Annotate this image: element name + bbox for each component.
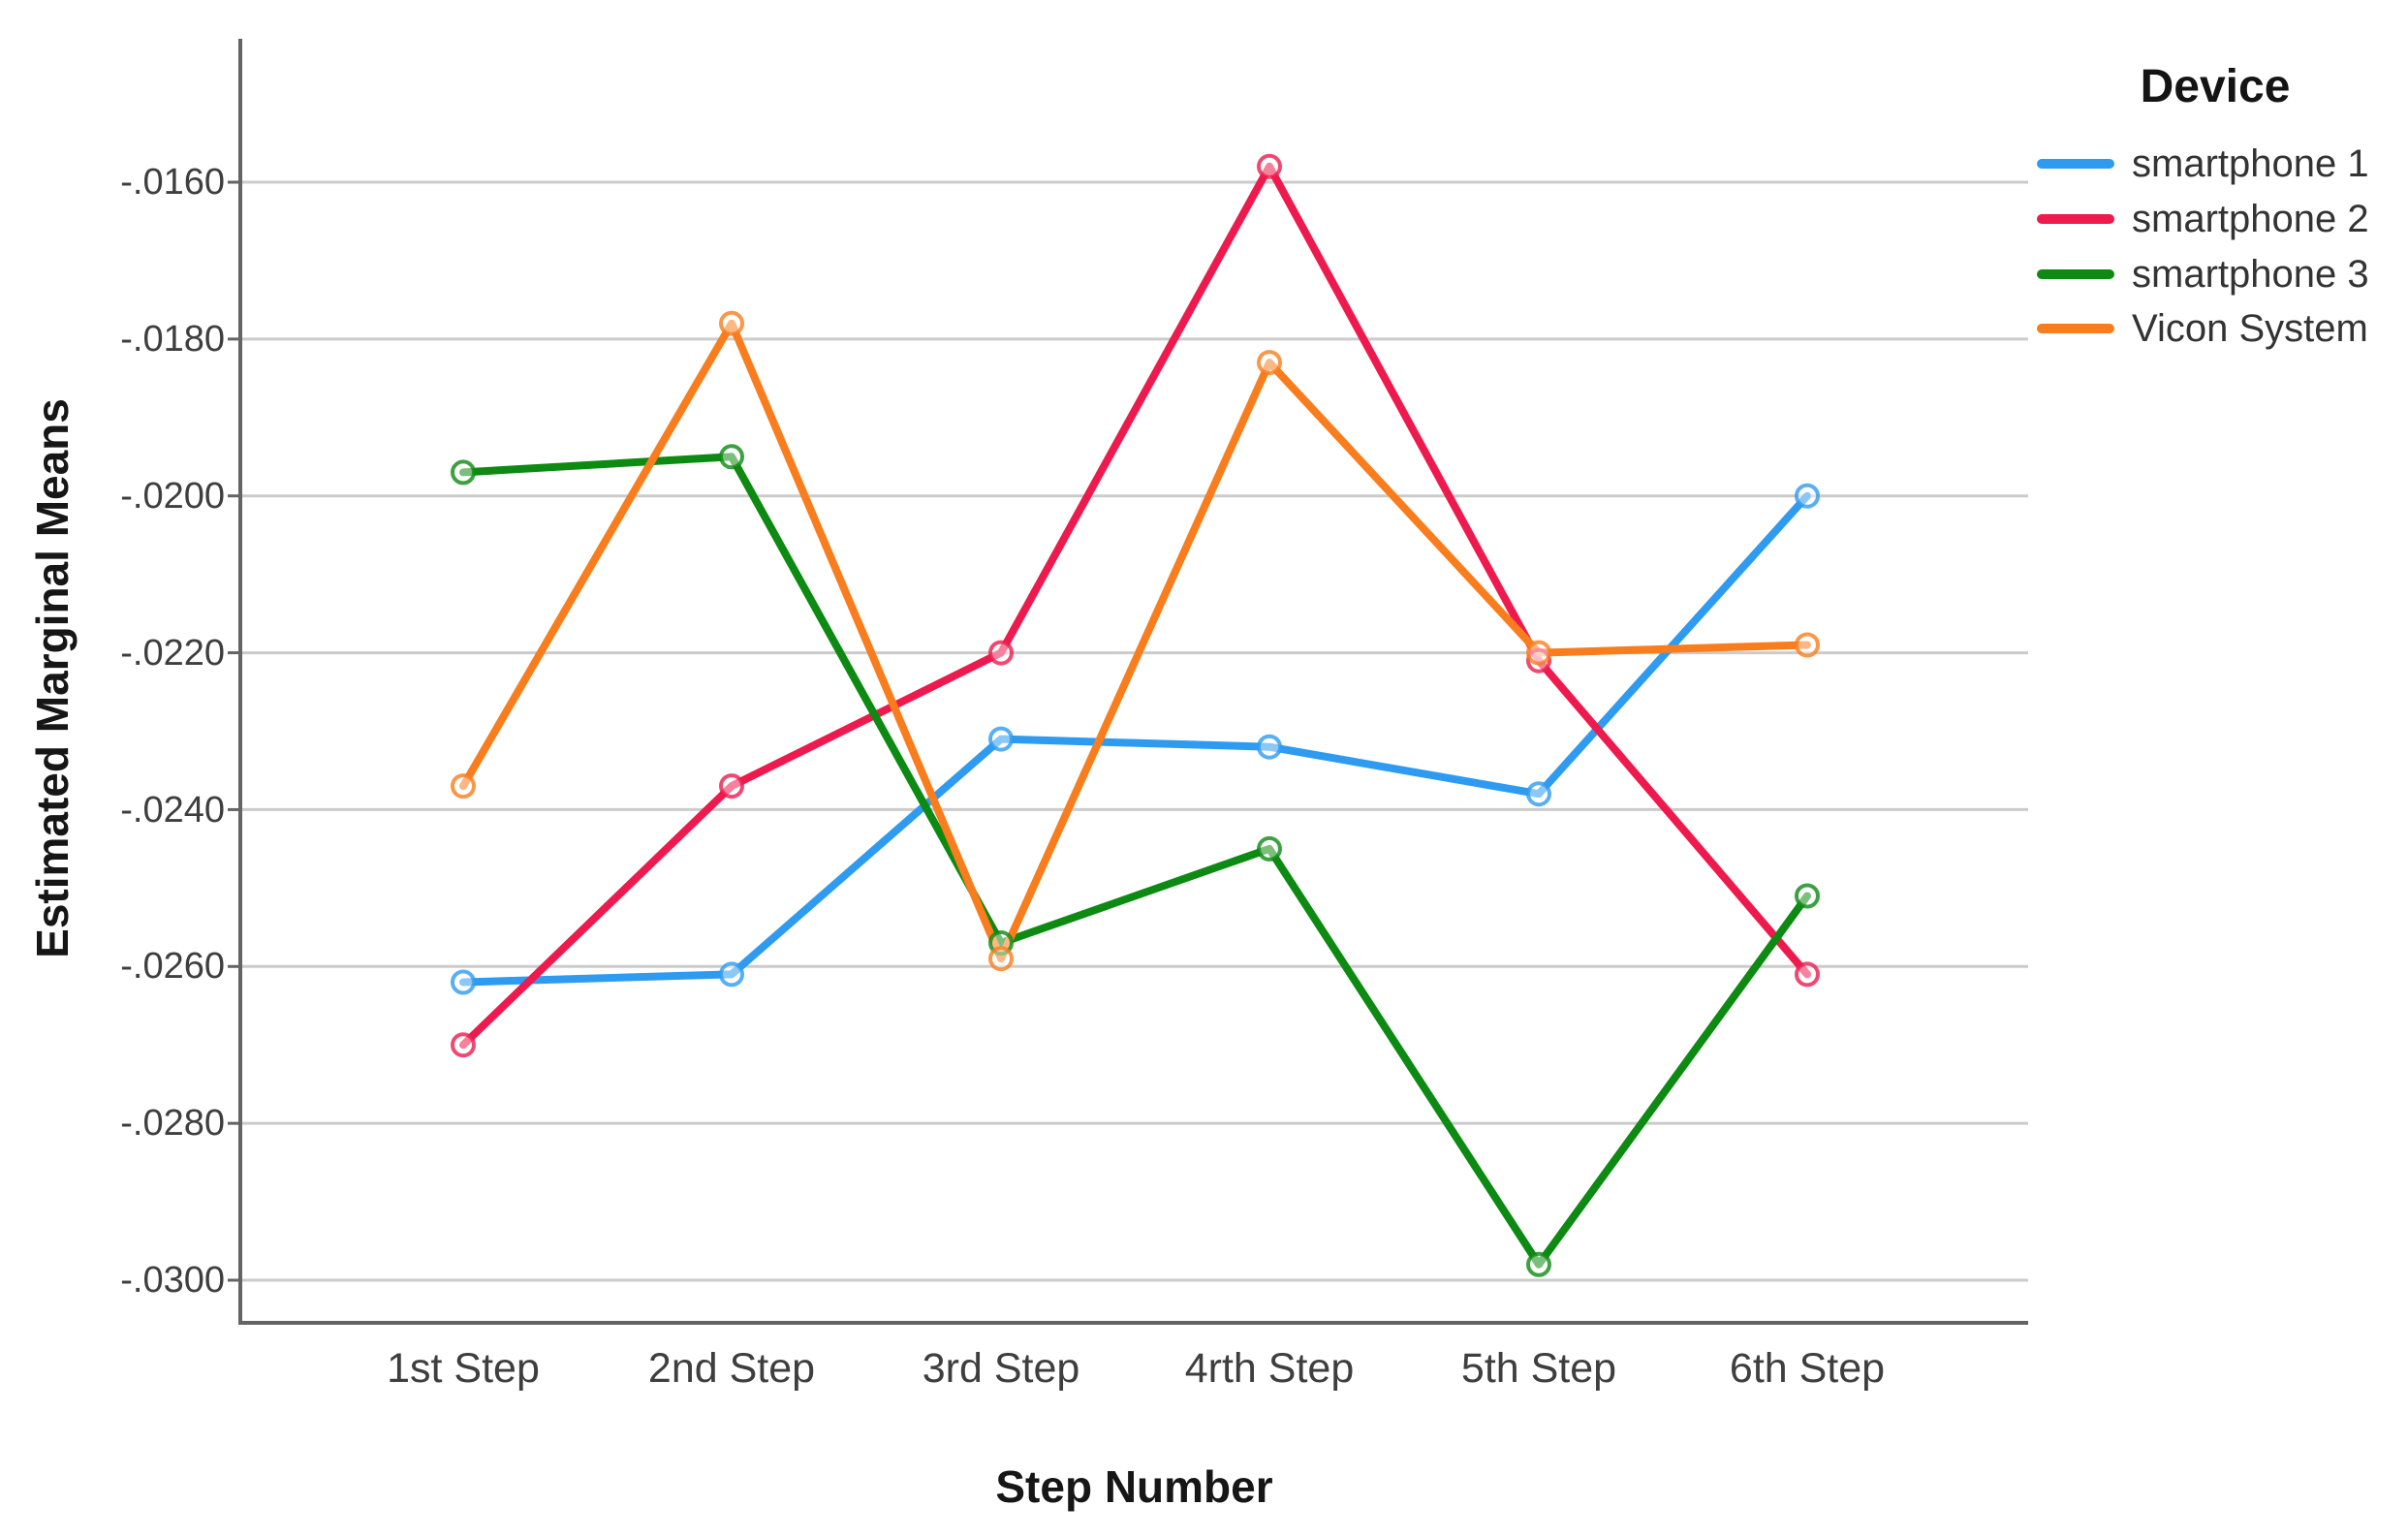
- data-point-marker: [1526, 781, 1551, 807]
- legend-item: smartphone 3: [2037, 253, 2369, 296]
- legend-item-label: smartphone 3: [2132, 253, 2369, 296]
- legend-item: Vicon System: [2037, 307, 2368, 350]
- y-tick-label: -.0160: [120, 162, 225, 203]
- data-point-marker: [451, 969, 476, 995]
- legend-swatch-line: [2037, 324, 2114, 333]
- x-tick-label: 3rd Step: [922, 1345, 1080, 1392]
- x-tick-label: 2nd Step: [647, 1345, 816, 1392]
- legend-item-label: Vicon System: [2132, 307, 2368, 350]
- data-point-marker: [719, 961, 744, 988]
- legend-item-label: smartphone 2: [2132, 198, 2369, 240]
- x-tick-label: 5th Step: [1460, 1345, 1617, 1392]
- legend-swatch-line: [2037, 214, 2114, 224]
- y-tick-label: -.0240: [120, 790, 225, 831]
- legend-swatch-line: [2037, 269, 2114, 279]
- data-point-marker: [1795, 632, 1820, 658]
- data-point-marker: [1526, 647, 1551, 674]
- series-line-smartphone-1: [459, 491, 1811, 987]
- data-point-marker: [1257, 835, 1282, 862]
- y-tick-label: -.0180: [120, 319, 225, 360]
- y-tick-label: -.0280: [120, 1103, 225, 1144]
- legend-item-label: smartphone 1: [2132, 142, 2369, 185]
- legend: Device smartphone 1 smartphone 2 smartph…: [2031, 58, 2399, 378]
- x-tick-label: 4rth Step: [1184, 1345, 1355, 1392]
- data-point-marker: [719, 773, 744, 800]
- data-point-marker: [451, 1032, 476, 1058]
- series-line-vicon-system: [459, 319, 1811, 963]
- data-point-marker: [1526, 640, 1551, 666]
- data-point-marker: [988, 946, 1014, 972]
- y-tick-label: -.0260: [120, 946, 225, 987]
- legend-item: smartphone 1: [2037, 142, 2369, 185]
- y-tick-label: -.0220: [120, 633, 225, 674]
- x-axis-title: Step Number: [995, 1461, 1273, 1512]
- x-tick-label: 1st Step: [387, 1345, 540, 1392]
- y-tick-label: -.0300: [120, 1260, 225, 1301]
- data-point-marker: [988, 726, 1014, 752]
- legend-item: smartphone 2: [2037, 198, 2369, 240]
- data-point-marker: [451, 773, 476, 800]
- series-line-smartphone-2: [459, 162, 1811, 1050]
- data-point-marker: [451, 459, 476, 486]
- data-point-marker: [719, 444, 744, 470]
- data-point-marker: [1526, 1251, 1551, 1277]
- data-point-marker: [719, 310, 744, 336]
- data-point-marker: [988, 640, 1014, 666]
- legend-swatch-line: [2037, 159, 2114, 169]
- data-point-marker: [1795, 483, 1820, 509]
- data-point-marker: [1257, 350, 1282, 376]
- legend-title: Device: [2140, 61, 2291, 112]
- data-point-marker: [1795, 883, 1820, 909]
- data-point-marker: [1257, 734, 1282, 760]
- series-line-smartphone-3: [459, 453, 1811, 1269]
- y-tick-label: -.0200: [120, 476, 225, 517]
- data-point-marker: [1257, 153, 1282, 179]
- data-point-marker: [1795, 961, 1820, 988]
- y-axis-title: Estimated Marginal Means: [27, 398, 78, 958]
- x-tick-label: 6th Step: [1729, 1345, 1886, 1392]
